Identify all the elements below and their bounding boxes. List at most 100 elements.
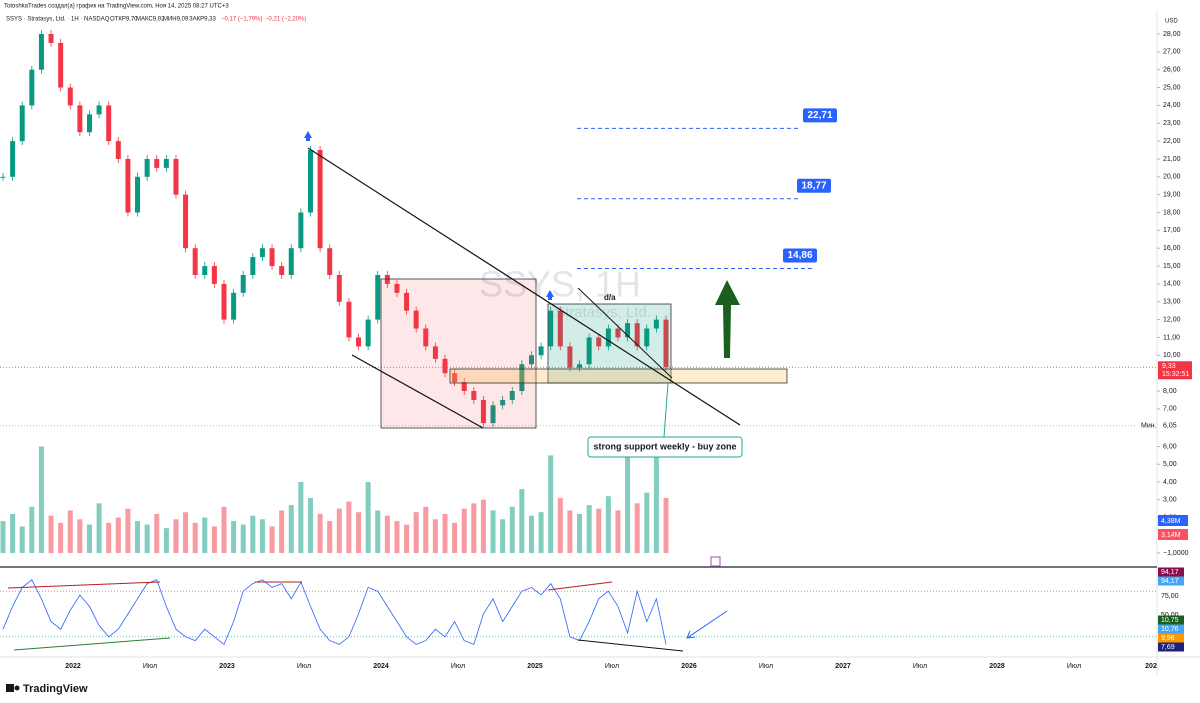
volume-tick-label: 3,00 [1163, 497, 1177, 504]
candle [384, 274, 390, 284]
volume-bar [519, 489, 525, 553]
time-label: Июл [297, 663, 311, 670]
osc-tick-label: 10,75 [1161, 617, 1179, 624]
candle [10, 141, 16, 177]
signal-arrow [304, 131, 312, 141]
volume-bar [413, 512, 419, 553]
volume-bar [394, 521, 400, 553]
candle [413, 310, 419, 329]
candle [58, 42, 64, 88]
candle [663, 319, 669, 368]
volume-bar [336, 508, 342, 553]
price-tick-label: 11,00 [1163, 334, 1180, 341]
countdown: 15:32:51 [1162, 371, 1189, 378]
candle [221, 283, 227, 320]
volume-bar [644, 492, 650, 553]
candle [548, 310, 554, 347]
volume-bar [192, 522, 198, 553]
candle [404, 292, 410, 311]
volume-bar [577, 513, 583, 553]
legend-high: МАКС9,92 [136, 17, 165, 23]
time-label: Июл [759, 663, 773, 670]
volume-bar [259, 519, 265, 553]
osc-tag [1158, 624, 1184, 634]
volume-bar [461, 508, 467, 553]
price-tick-label: 16,00 [1163, 245, 1181, 252]
price-tick-label: 13,00 [1163, 299, 1181, 306]
vol-tag [1158, 529, 1188, 540]
time-label: Июл [913, 663, 927, 670]
divergence-line [577, 639, 684, 652]
author-line: TotoshkaTrades создал(а) график на Tradi… [4, 4, 229, 10]
volume-bar [221, 506, 227, 553]
hint-arrow-head [686, 630, 696, 639]
volume-bar [615, 510, 621, 553]
price-tick-label: 20,00 [1163, 174, 1181, 181]
candle [442, 358, 448, 374]
volume-bar [356, 512, 362, 553]
volume-bar [58, 522, 64, 553]
volume-bar [86, 524, 92, 553]
candle [298, 212, 304, 249]
volume-bar [327, 521, 333, 553]
volume-tick-label: 4,00 [1163, 479, 1177, 486]
candle [96, 105, 102, 115]
target-tag [797, 178, 831, 193]
volume-bar [38, 446, 44, 553]
volume-bar [144, 524, 150, 553]
volume-bar [67, 510, 73, 553]
volume-bar [96, 503, 102, 553]
volume-bar [106, 522, 112, 553]
last-price-label: 9,33 [1162, 363, 1176, 370]
candle [240, 274, 246, 293]
time-label: Июл [605, 663, 619, 670]
osc-tag [1158, 615, 1184, 625]
candle [192, 248, 198, 275]
candle [461, 382, 467, 391]
legend-change: −0,17 (−1,79%) [221, 17, 262, 23]
candle [279, 266, 285, 275]
min-label: 6,05 [1163, 423, 1177, 430]
volume-bar [442, 513, 448, 553]
time-label: Июл [143, 663, 157, 670]
signal-arrow [546, 290, 554, 300]
volume-bar [298, 482, 304, 553]
trendline [307, 147, 741, 426]
time-label: 2024 [373, 663, 389, 670]
volume-bar [480, 499, 486, 553]
volume-bar [48, 515, 54, 553]
trendline [577, 287, 673, 379]
target-tag [803, 108, 837, 123]
volume-bar [653, 446, 659, 553]
volume-bar [250, 515, 256, 553]
osc-tag [1158, 567, 1184, 577]
volume-bar [154, 513, 160, 553]
legend: SSYS · Stratasys, Ltd. · 1H · NASDAQ ОТК… [6, 17, 306, 23]
candle [211, 266, 217, 284]
divergence-line [7, 581, 161, 589]
volume-bar [240, 524, 246, 553]
candle [480, 399, 486, 424]
time-label: 2022 [65, 663, 81, 670]
time-label: 2026 [681, 663, 697, 670]
price-tick-label: 10,00 [1163, 352, 1181, 359]
legend-low: МИН9,09 [163, 17, 189, 23]
price-tick-label: 19,00 [1163, 191, 1181, 198]
candle [509, 391, 515, 400]
price-tick-label: 25,00 [1163, 84, 1181, 91]
currency: USD [1165, 19, 1178, 25]
callout-box [587, 436, 743, 458]
candle [173, 158, 179, 195]
vol-label: 3,14M [1161, 532, 1181, 539]
candle [67, 87, 73, 106]
volume-bar [509, 506, 515, 553]
price-tick-label: 8,00 [1163, 388, 1177, 395]
volume-bar [183, 512, 189, 553]
volume-bar [567, 510, 573, 553]
ma-label: 4,38M [1161, 518, 1181, 525]
callout-text: strong support weekly - buy zone [593, 441, 736, 451]
candle [557, 310, 563, 347]
footer [0, 675, 1200, 703]
volume-bar [404, 524, 410, 553]
volume-bar [432, 519, 438, 553]
